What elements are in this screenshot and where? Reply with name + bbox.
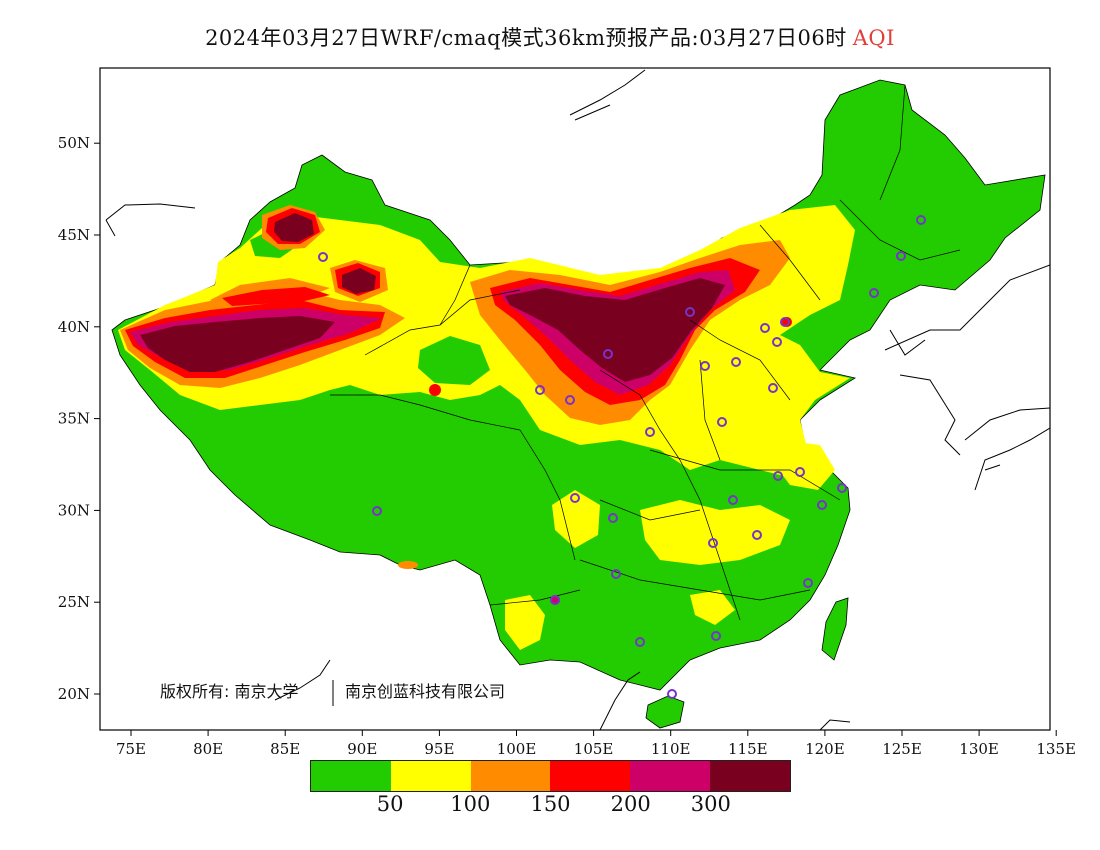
aqi-maroon-gobi	[505, 278, 725, 382]
x-tick-label: 100E	[497, 740, 537, 758]
aqi-legend-labels: 50 100 150 200 300	[310, 792, 791, 822]
neighbor-coastlines	[105, 69, 1050, 730]
legend-label: 100	[450, 792, 491, 816]
legend-swatch	[710, 761, 790, 791]
legend-swatch	[470, 761, 551, 791]
y-tick-label: 20N	[58, 685, 90, 703]
aqi-legend-bar	[310, 760, 791, 792]
monitoring-stations	[318, 215, 926, 699]
legend-label: 50	[376, 792, 404, 816]
x-tick-label: 115E	[728, 740, 768, 758]
x-tick-label: 125E	[882, 740, 922, 758]
x-tick-label: 135E	[1036, 740, 1076, 758]
legend-label: 200	[610, 792, 651, 816]
y-tick-label: 30N	[58, 501, 90, 519]
aqi-yellow-south1	[552, 490, 600, 548]
legend-swatch	[550, 761, 631, 791]
y-tick-label: 40N	[58, 318, 90, 336]
hotspot-2	[782, 317, 792, 327]
y-tick-label: 45N	[58, 226, 90, 244]
legend-label: 300	[690, 792, 731, 816]
map-title: 2024年03月27日WRF/cmaq模式36km预报产品:03月27日06时 A…	[0, 22, 1100, 52]
x-tick-label: 95E	[424, 740, 454, 758]
copyright-text: 版权所有: 南京大学	[160, 682, 298, 701]
legend-label: 150	[530, 792, 571, 816]
aqi-yellow-south3	[505, 595, 545, 650]
title-variable: AQI	[852, 26, 895, 50]
x-tick-label: 120E	[805, 740, 845, 758]
x-tick-label: 75E	[116, 740, 146, 758]
aqi-maroon-taklimakan	[140, 316, 335, 372]
map-frame	[99, 67, 1051, 731]
aqi-green-qaidam	[418, 336, 490, 385]
taiwan-island	[821, 597, 849, 661]
aqi-yellow-south2	[640, 500, 790, 565]
x-tick-label: 110E	[651, 740, 691, 758]
legend-swatch	[311, 761, 391, 791]
hotspot-1	[429, 384, 441, 396]
x-tick-label: 85E	[270, 740, 300, 758]
legend-swatch	[630, 761, 711, 791]
x-tick-label: 90E	[347, 740, 377, 758]
y-tick-label: 25N	[58, 593, 90, 611]
y-tick-label: 50N	[58, 134, 90, 152]
aqi-maroon-tianshan	[274, 213, 314, 242]
y-tick-label: 35N	[58, 410, 90, 428]
x-tick-label: 105E	[574, 740, 614, 758]
aqi-yellow-east	[775, 440, 835, 490]
x-tick-label: 130E	[959, 740, 999, 758]
legend-swatch	[390, 761, 471, 791]
aqi-red-band	[222, 287, 330, 306]
x-axis: 75E 80E 85E 90E 95E 100E 105E 110E 115E 120E 125E 1…	[116, 730, 1076, 758]
hotspot-4	[398, 561, 418, 569]
y-axis: 20N 25N 30N 35N 40N 45N 50N	[58, 134, 100, 703]
aqi-yellow-south4	[690, 590, 735, 625]
aqi-maroon-turpan	[342, 268, 376, 294]
title-main: 2024年03月27日WRF/cmaq模式36km预报产品:03月27日06时	[205, 26, 847, 50]
x-tick-label: 80E	[193, 740, 223, 758]
aqi-map: 版权所有: 南京大学 南京创蓝科技有限公司 75E 80E 85E 90E 95E 100…	[58, 67, 1076, 758]
copyright-org: 南京创蓝科技有限公司	[345, 682, 505, 701]
